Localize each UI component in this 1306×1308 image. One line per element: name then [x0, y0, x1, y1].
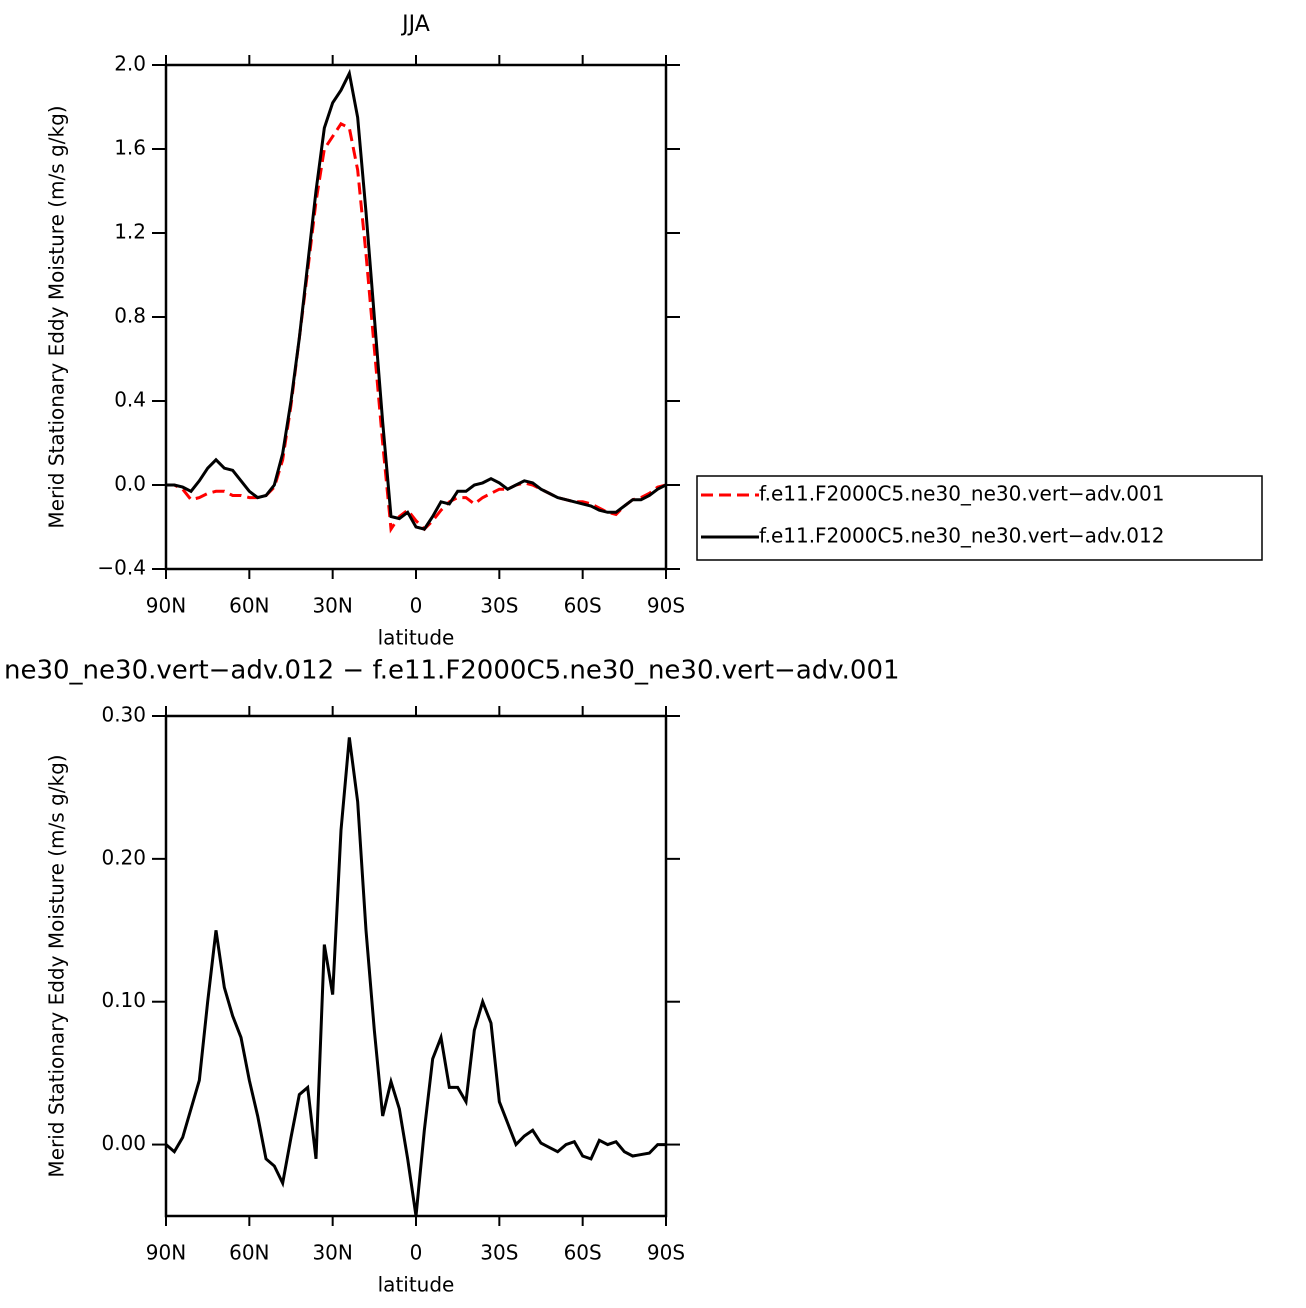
x-tick-label: 90S — [647, 1241, 685, 1265]
x-tick-label: 30N — [312, 1241, 352, 1265]
x-tick-label: 30N — [312, 594, 352, 618]
x-tick-label: 0 — [410, 1241, 423, 1265]
legend-label: f.e11.F2000C5.ne30_ne30.vert−adv.001 — [759, 482, 1164, 506]
legend-box — [696, 475, 1263, 561]
y-axis-label: Merid Stationary Eddy Moisture (m/s g/kg… — [45, 105, 69, 528]
y-tick-label: 1.6 — [114, 136, 146, 160]
x-axis-label: latitude — [378, 626, 455, 650]
y-tick-label: 0.30 — [101, 703, 146, 727]
x-tick-label: 60S — [564, 594, 602, 618]
series-line — [166, 737, 666, 1216]
y-tick-label: 0.8 — [114, 304, 146, 328]
x-tick-label: 60N — [229, 594, 269, 618]
x-tick-label: 90N — [146, 1241, 186, 1265]
plot-frame — [164, 714, 668, 1218]
plot-frame — [164, 63, 668, 571]
chart-title: JJA — [400, 12, 430, 37]
x-tick-label: 60N — [229, 1241, 269, 1265]
y-tick-label: 1.2 — [114, 220, 146, 244]
legend-label: f.e11.F2000C5.ne30_ne30.vert−adv.012 — [759, 524, 1164, 548]
series-line — [166, 121, 666, 534]
x-tick-label: 90S — [647, 594, 685, 618]
y-axis-label: Merid Stationary Eddy Moisture (m/s g/kg… — [45, 754, 69, 1177]
x-tick-label: 90N — [146, 594, 186, 618]
y-tick-label: 2.0 — [114, 52, 146, 76]
y-tick-label: 0.00 — [101, 1131, 146, 1155]
x-tick-label: 0 — [410, 594, 423, 618]
series-line — [166, 68, 666, 531]
x-axis-label: latitude — [378, 1273, 455, 1297]
chart-title: ne30_ne30.vert−adv.012 − f.e11.F2000C5.n… — [4, 656, 900, 686]
y-tick-label: 0.0 — [114, 472, 146, 496]
y-tick-label: 0.4 — [114, 388, 146, 412]
y-tick-label: 0.10 — [101, 988, 146, 1012]
x-tick-label: 30S — [480, 1241, 518, 1265]
y-tick-label: 0.20 — [101, 845, 146, 869]
x-tick-label: 30S — [480, 594, 518, 618]
x-tick-label: 60S — [564, 1241, 602, 1265]
y-tick-label: −0.4 — [97, 556, 146, 580]
